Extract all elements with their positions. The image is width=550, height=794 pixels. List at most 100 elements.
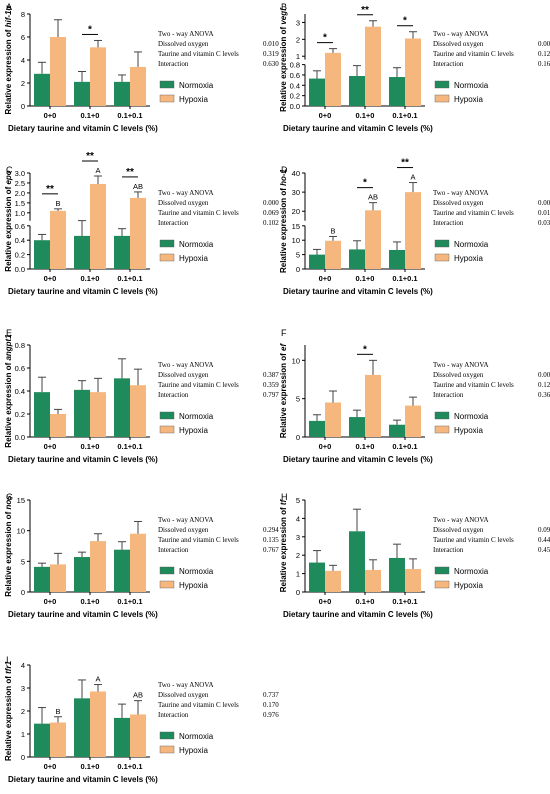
anova-p-value: 0.000 <box>538 40 550 48</box>
anova-p-value: 0.099 <box>538 526 550 534</box>
legend-swatch-hypoxia <box>434 94 450 103</box>
y-tick-label: 2 <box>21 79 25 88</box>
legend-label: Hypoxia <box>179 581 208 590</box>
anova-p-value: 0.069 <box>263 209 279 217</box>
y-tick-label: 0.0 <box>15 433 25 442</box>
x-tick-label: 0+0 <box>44 111 57 120</box>
anova-heading: Two - way ANOVA <box>433 361 489 369</box>
bar-normoxia <box>309 420 325 437</box>
anova-heading: Two - way ANOVA <box>158 516 214 524</box>
y-tick-label: 0.0 <box>15 265 25 274</box>
y-tick-label: 0.6 <box>15 222 25 231</box>
anova-p-value: 0.364 <box>538 391 550 399</box>
gene-name: nos <box>4 495 13 510</box>
significance-stars: * <box>363 344 367 355</box>
anova-factor: Taurine and vitamin C levels <box>433 50 514 58</box>
legend-swatch-normoxia <box>159 566 175 575</box>
anova-factor: Interaction <box>433 219 464 227</box>
bar-hypoxia <box>325 402 341 437</box>
panel-h: H 0 1 2 3 4 5 Relative expression of tf 0+0 0.1+0… <box>279 492 550 619</box>
bar-normoxia <box>34 723 50 757</box>
bar-hypoxia <box>365 210 381 269</box>
x-tick-label: 0.1+0.1 <box>392 597 417 606</box>
legend-swatch-normoxia <box>159 80 175 89</box>
group-letter: AB <box>133 691 143 700</box>
bar-normoxia <box>34 566 50 592</box>
y-tick-label: 3 <box>21 684 25 693</box>
legend-swatch-normoxia <box>159 239 175 248</box>
group-letter: A <box>95 166 100 175</box>
group-letter: AB <box>368 193 378 202</box>
x-axis-title: Dietary taurine and vitamin C levels (%) <box>8 775 158 784</box>
anova-factor: Dissolved oxygen <box>433 40 484 48</box>
legend-swatch-hypoxia <box>159 425 175 434</box>
anova-factor: Interaction <box>158 711 189 719</box>
anova-heading: Two - way ANOVA <box>158 189 214 197</box>
panel-a: A 0 2 4 6 8 Relative expression of hif-1α 0+0 0.… <box>4 2 279 133</box>
y-axis-label: Relative expression of epo <box>4 170 13 271</box>
x-tick-label: 0.1+0.1 <box>392 111 417 120</box>
legend-swatch-hypoxia <box>434 580 450 589</box>
anova-p-value: 0.124 <box>538 381 550 389</box>
bar-hypoxia <box>325 52 341 106</box>
y-tick-label: 0.2 <box>15 410 25 419</box>
anova-factor: Taurine and vitamin C levels <box>433 536 514 544</box>
bar-hypoxia <box>130 66 146 106</box>
anova-factor: Dissolved oxygen <box>433 371 484 379</box>
bar-normoxia <box>74 81 90 106</box>
x-tick-label: 0.1+0 <box>356 597 375 606</box>
gene-name: tfr1 <box>4 660 13 673</box>
anova-p-value: 0.010 <box>263 40 279 48</box>
y-tick-label: 20 <box>292 207 300 216</box>
bar-normoxia <box>114 378 130 437</box>
x-tick-label: 0.1+0 <box>356 111 375 120</box>
bar-normoxia <box>74 235 90 269</box>
bar-normoxia <box>309 78 325 106</box>
y-tick-label: 2 <box>296 551 300 560</box>
anova-p-value: 0.359 <box>263 381 279 389</box>
x-tick-label: 0.1+0 <box>356 442 375 451</box>
x-tick-label: 0.1+0 <box>356 274 375 283</box>
bar-normoxia <box>389 424 405 437</box>
legend-label: Normoxia <box>179 412 214 421</box>
bar-hypoxia <box>130 385 146 437</box>
y-axis-label: Relative expression of hif-1α <box>4 4 13 114</box>
anova-p-value: 0.001 <box>538 371 550 379</box>
anova-factor: Interaction <box>158 546 189 554</box>
x-axis-title: Dietary taurine and vitamin C levels (%) <box>283 287 433 296</box>
x-tick-label: 0+0 <box>44 762 57 771</box>
legend-swatch-normoxia <box>434 566 450 575</box>
legend-label: Normoxia <box>179 567 214 576</box>
anova-factor: Taurine and vitamin C levels <box>433 381 514 389</box>
significance-stars: * <box>363 178 367 189</box>
bar-hypoxia <box>50 414 66 437</box>
x-tick-label: 0.1+0.1 <box>117 111 142 120</box>
x-tick-label: 0.1+0 <box>81 111 100 120</box>
anova-p-value: 0.767 <box>263 546 279 554</box>
anova-heading: Two - way ANOVA <box>433 30 489 38</box>
bar-hypoxia <box>405 38 421 106</box>
y-tick-label: 5 <box>296 395 300 404</box>
x-tick-label: 0+0 <box>319 597 332 606</box>
anova-p-value: 0.164 <box>538 60 550 68</box>
panel-letter: D <box>281 165 288 175</box>
bar-normoxia <box>74 389 90 437</box>
y-axis-label: Relative expression of tfr1 <box>4 660 13 761</box>
x-tick-label: 0.1+0.1 <box>117 597 142 606</box>
panel-d: D 0 5 10 15 20 30 40 Relative expression of ho-1… <box>279 158 550 296</box>
anova-p-value: 0.797 <box>263 391 279 399</box>
bar-normoxia <box>114 717 130 757</box>
y-tick-label: 5 <box>296 251 300 260</box>
bar-normoxia <box>34 73 50 106</box>
y-tick-label: 10 <box>292 356 300 365</box>
anova-factor: Taurine and vitamin C levels <box>158 381 239 389</box>
anova-factor: Dissolved oxygen <box>158 526 209 534</box>
y-tick-label: 0.0 <box>290 102 300 111</box>
anova-p-value: 0.011 <box>538 209 550 217</box>
bar-hypoxia <box>405 569 421 592</box>
y-tick-label: 1 <box>21 730 25 739</box>
group-letter: A <box>95 675 100 684</box>
legend-label: Normoxia <box>454 412 489 421</box>
anova-heading: Two - way ANOVA <box>433 516 489 524</box>
